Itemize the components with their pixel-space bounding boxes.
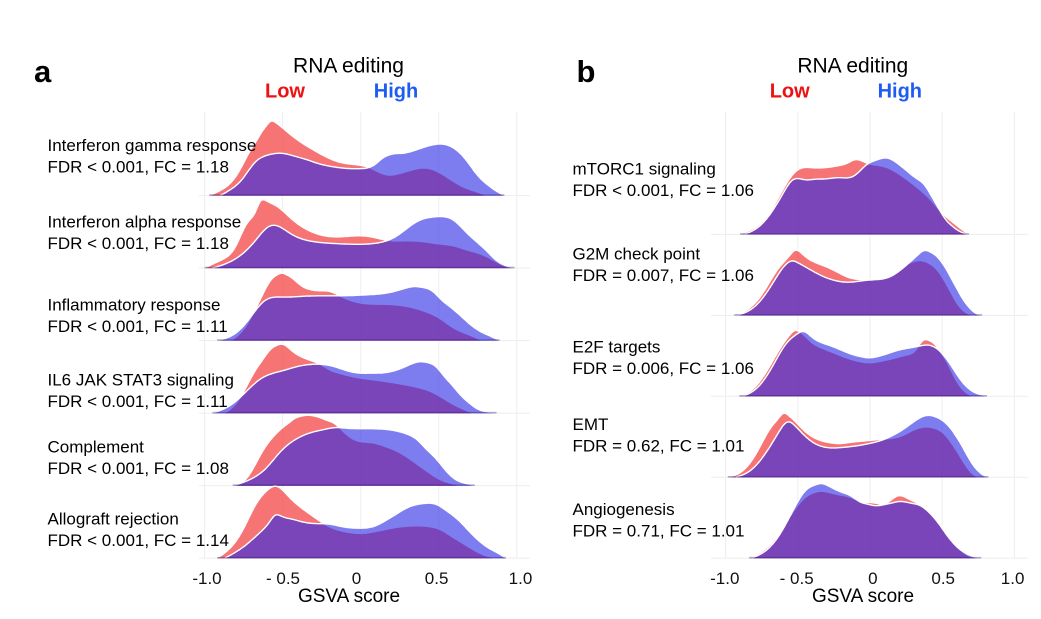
svg-text:Low: Low xyxy=(770,81,810,103)
svg-text:- 0.5: - 0.5 xyxy=(266,569,300,588)
svg-text:High: High xyxy=(374,81,418,103)
svg-text:0: 0 xyxy=(868,569,877,588)
svg-text:mTORC1 signaling: mTORC1 signaling xyxy=(573,160,716,179)
svg-text:0.5: 0.5 xyxy=(931,569,955,588)
svg-text:FDR = 0.62, FC = 1.01: FDR = 0.62, FC = 1.01 xyxy=(573,437,745,456)
svg-text:-1.0: -1.0 xyxy=(710,569,739,588)
svg-text:Allograft rejection: Allograft rejection xyxy=(48,510,179,529)
svg-text:FDR < 0.001, FC = 1.18: FDR < 0.001, FC = 1.18 xyxy=(48,158,229,177)
svg-text:FDR = 0.007, FC = 1.06: FDR = 0.007, FC = 1.06 xyxy=(573,266,754,285)
svg-text:Low: Low xyxy=(265,81,305,103)
svg-text:0.5: 0.5 xyxy=(425,569,449,588)
svg-text:b: b xyxy=(577,54,596,89)
svg-text:Interferon alpha response: Interferon alpha response xyxy=(48,213,242,232)
svg-text:High: High xyxy=(878,81,922,103)
svg-text:G2M check point: G2M check point xyxy=(573,245,701,264)
svg-text:Inflammatory response: Inflammatory response xyxy=(48,296,221,315)
svg-text:FDR < 0.001, FC = 1.18: FDR < 0.001, FC = 1.18 xyxy=(48,234,229,253)
svg-text:FDR < 0.001, FC = 1.08: FDR < 0.001, FC = 1.08 xyxy=(48,459,229,478)
svg-text:FDR < 0.001, FC = 1.11: FDR < 0.001, FC = 1.11 xyxy=(48,317,228,336)
svg-text:FDR = 0.006, FC = 1.06: FDR = 0.006, FC = 1.06 xyxy=(573,359,754,378)
svg-text:Angiogenesis: Angiogenesis xyxy=(573,500,675,519)
svg-text:0: 0 xyxy=(352,569,361,588)
svg-text:-1.0: -1.0 xyxy=(192,569,221,588)
svg-text:Interferon gamma response: Interferon gamma response xyxy=(48,136,257,155)
svg-text:GSVA score: GSVA score xyxy=(812,586,914,607)
svg-text:FDR < 0.001, FC = 1.06: FDR < 0.001, FC = 1.06 xyxy=(573,181,754,200)
svg-text:EMT: EMT xyxy=(573,415,609,434)
svg-text:- 0.5: - 0.5 xyxy=(780,569,814,588)
svg-text:a: a xyxy=(34,54,52,89)
svg-text:FDR = 0.71, FC = 1.01: FDR = 0.71, FC = 1.01 xyxy=(573,522,745,541)
svg-text:RNA editing: RNA editing xyxy=(293,54,404,77)
svg-text:FDR < 0.001, FC = 1.14: FDR < 0.001, FC = 1.14 xyxy=(48,531,229,550)
svg-text:FDR < 0.001, FC = 1.11: FDR < 0.001, FC = 1.11 xyxy=(48,392,228,411)
svg-text:Complement: Complement xyxy=(48,438,145,457)
svg-text:RNA editing: RNA editing xyxy=(797,54,908,77)
svg-text:GSVA score: GSVA score xyxy=(298,586,400,607)
svg-text:1.0: 1.0 xyxy=(1001,569,1025,588)
svg-text:1.0: 1.0 xyxy=(509,569,533,588)
svg-text:IL6 JAK STAT3 signaling: IL6 JAK STAT3 signaling xyxy=(48,371,234,390)
svg-text:E2F targets: E2F targets xyxy=(573,338,661,357)
